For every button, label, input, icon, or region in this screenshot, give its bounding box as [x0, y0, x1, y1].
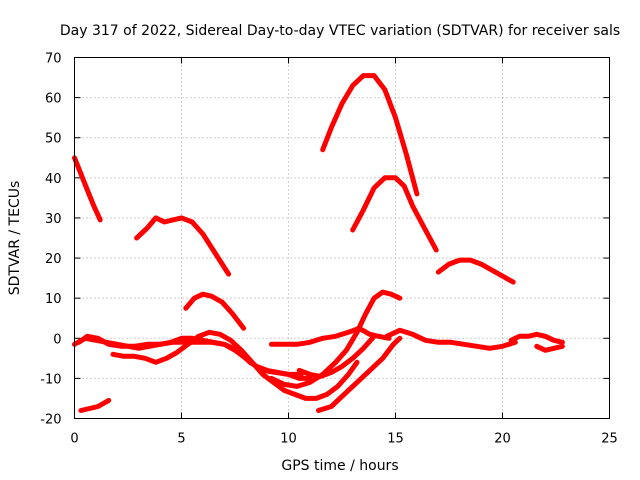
y-tick-label: -10	[40, 372, 61, 387]
y-tick-labels: -20 -10 0 10 20 30 40 50 60 70	[40, 52, 61, 428]
y-axis-label: SDTVAR / TECUs	[7, 181, 23, 296]
x-tick-label: 25	[601, 432, 618, 447]
x-tick-label: 0	[70, 432, 78, 447]
y-tick-label: -20	[40, 413, 61, 428]
series-s6	[110, 329, 360, 401]
y-tick-label: 60	[45, 92, 62, 107]
y-tick-label: 30	[45, 212, 62, 227]
chart-title: Day 317 of 2022, Sidereal Day-to-day VTE…	[60, 23, 620, 39]
series-s15	[435, 257, 516, 285]
series-s9	[268, 289, 403, 389]
series-s10	[296, 333, 377, 379]
y-tick-label: 50	[45, 132, 62, 147]
series-s12	[320, 73, 420, 197]
x-tick-labels: 0 5 10 15 20 25	[70, 432, 617, 447]
series-s11	[316, 335, 403, 413]
y-tick-label: 20	[45, 252, 62, 267]
series-s1	[72, 155, 103, 223]
series-s2	[78, 397, 112, 413]
x-tick-label: 5	[177, 432, 185, 447]
series-s13	[350, 175, 439, 253]
series-s16	[508, 331, 565, 345]
x-axis-label: GPS time / hours	[281, 458, 398, 474]
y-tick-label: 40	[45, 172, 62, 187]
y-tick-label: 70	[45, 52, 62, 67]
x-tick-label: 10	[280, 432, 297, 447]
y-tick-label: 0	[53, 332, 61, 347]
series-s14	[384, 327, 518, 351]
x-tick-label: 15	[387, 432, 404, 447]
series-s3	[134, 215, 232, 277]
series-s7	[76, 333, 304, 377]
y-tick-label: 10	[45, 292, 62, 307]
series-layer	[72, 73, 565, 413]
series-s4	[183, 291, 247, 331]
plot-frame	[74, 57, 610, 419]
series-s17	[534, 343, 565, 353]
x-tick-label: 20	[494, 432, 511, 447]
